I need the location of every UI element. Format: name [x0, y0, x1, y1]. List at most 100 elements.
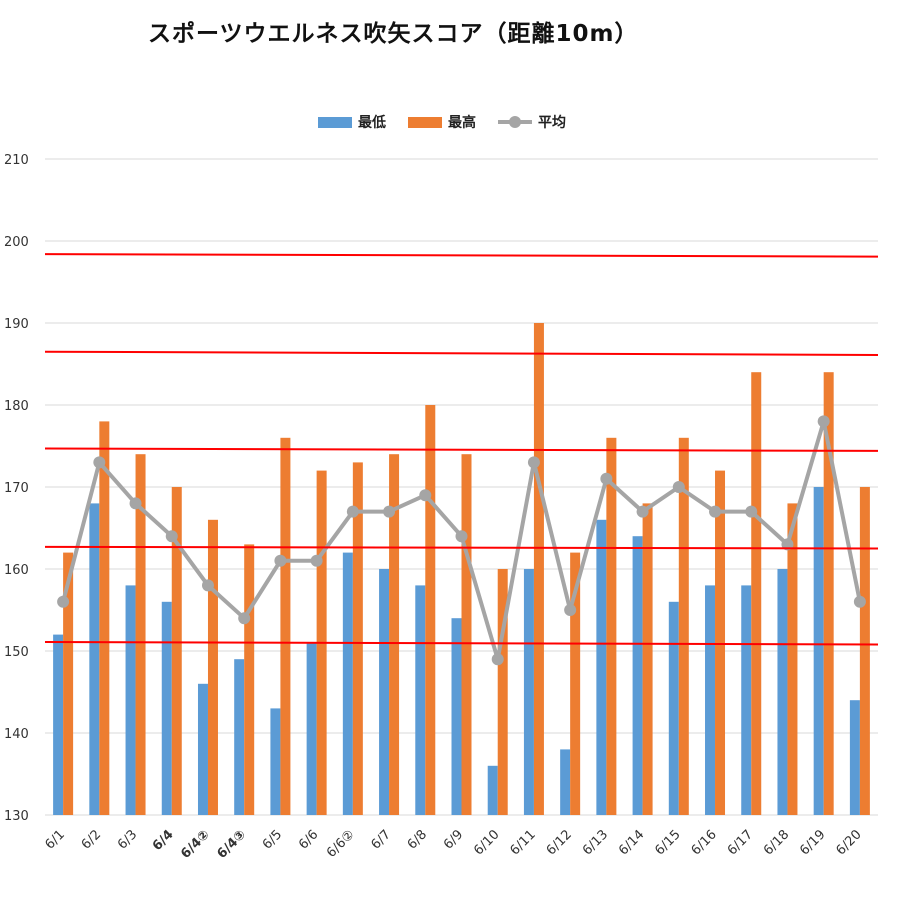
- legend-swatch-max: [408, 116, 442, 128]
- avg-point: [672, 481, 685, 493]
- x-tick-label: 6/12: [544, 827, 575, 858]
- avg-point: [57, 595, 70, 608]
- bar-min: [451, 618, 462, 815]
- bar-max: [533, 323, 544, 815]
- bar-min: [379, 569, 390, 815]
- y-tick-label: 150: [4, 645, 29, 660]
- bar-max: [171, 487, 182, 815]
- bar-min: [270, 708, 281, 815]
- x-tick-label: 6/17: [725, 827, 756, 858]
- x-tick-label: 6/9: [441, 827, 466, 852]
- x-tick-label: 6/14: [616, 827, 647, 858]
- avg-point: [853, 595, 866, 608]
- bar-max: [63, 552, 74, 815]
- legend-item-min: 最低: [318, 112, 386, 132]
- bar-max: [497, 569, 508, 815]
- x-tick-label: 6/15: [652, 827, 683, 858]
- x-tick-label: 6/20: [833, 827, 864, 858]
- bar-max: [280, 437, 291, 815]
- avg-point: [93, 456, 106, 469]
- bar-max: [461, 454, 472, 815]
- x-tick-label: 6/8: [405, 827, 430, 852]
- x-tick-label: 6/16: [689, 827, 720, 858]
- avg-point: [600, 472, 613, 485]
- legend-label-avg: 平均: [538, 115, 566, 131]
- legend-swatch-min: [318, 116, 352, 128]
- reference-line: [44, 640, 879, 646]
- avg-point: [527, 456, 540, 469]
- bar-min: [632, 536, 643, 815]
- x-tick-label: 6/2: [79, 827, 104, 852]
- bar-min: [560, 749, 571, 815]
- bar-max: [135, 454, 146, 815]
- bar-min: [89, 503, 100, 815]
- bar-min: [125, 585, 136, 815]
- bar-max: [570, 552, 581, 815]
- bar-max: [678, 437, 689, 815]
- reference-line: [44, 253, 879, 258]
- y-tick-label: 170: [4, 481, 29, 496]
- avg-point: [310, 554, 323, 567]
- x-tick-label: 6/11: [508, 827, 539, 858]
- x-tick-label: 6/4③: [214, 827, 249, 862]
- x-tick-label: 6/3: [115, 827, 140, 852]
- x-tick-label: 6/10: [471, 827, 502, 858]
- bar-max: [352, 462, 363, 815]
- bar-min: [596, 519, 607, 815]
- bar-max: [207, 519, 218, 815]
- bar-min: [487, 765, 498, 815]
- bar-min: [161, 601, 172, 815]
- y-tick-label: 210: [4, 153, 29, 168]
- legend-swatch-avg: [498, 116, 532, 128]
- bar-max: [751, 372, 762, 815]
- legend-label-max: 最高: [448, 115, 476, 131]
- x-tick-label: 6/1: [43, 827, 68, 852]
- avg-point: [745, 505, 758, 518]
- bar-min: [849, 700, 860, 815]
- x-tick-label: 6/5: [260, 827, 285, 852]
- avg-point: [636, 505, 649, 518]
- bar-min: [705, 585, 716, 815]
- avg-point: [129, 497, 142, 510]
- avg-point: [709, 505, 722, 518]
- bar-min: [668, 601, 679, 815]
- bar-min: [741, 585, 752, 815]
- bar-max: [787, 503, 798, 815]
- bar-min: [342, 552, 353, 815]
- bar-max: [823, 372, 834, 815]
- bar-min: [813, 487, 824, 815]
- bar-min: [415, 585, 426, 815]
- bar-min: [197, 683, 208, 815]
- bar-min: [306, 642, 317, 815]
- reference-line: [44, 545, 879, 550]
- avg-point: [346, 505, 359, 518]
- bar-max: [425, 405, 436, 815]
- legend-label-min: 最低: [358, 115, 386, 131]
- bar-min: [234, 659, 245, 815]
- avg-point: [455, 530, 468, 543]
- avg-point: [201, 579, 214, 592]
- avg-point: [383, 505, 396, 518]
- x-tick-label: 6/19: [797, 827, 828, 858]
- x-tick-label: 6/4: [150, 827, 177, 854]
- avg-point: [564, 604, 577, 616]
- x-tick-label: 6/13: [580, 827, 611, 858]
- x-tick-label: 6/18: [761, 827, 792, 858]
- bar-max: [389, 454, 400, 815]
- bar-max: [715, 470, 726, 815]
- x-tick-label: 6/6②: [324, 827, 358, 861]
- reference-line: [44, 350, 879, 356]
- chart-title: スポーツウエルネス吹矢スコア（距離10m）: [148, 21, 639, 47]
- x-tick-label: 6/4②: [178, 827, 213, 862]
- chart-legend: 最低 最高 平均: [318, 112, 566, 132]
- bar-min: [777, 569, 788, 815]
- legend-item-max: 最高: [408, 112, 476, 132]
- avg-point: [491, 653, 504, 666]
- bar-min: [523, 569, 534, 815]
- y-tick-label: 190: [4, 317, 29, 332]
- x-tick-label: 6/6: [296, 827, 321, 852]
- avg-point: [817, 415, 830, 428]
- avg-point: [419, 489, 432, 502]
- reference-line: [44, 447, 879, 452]
